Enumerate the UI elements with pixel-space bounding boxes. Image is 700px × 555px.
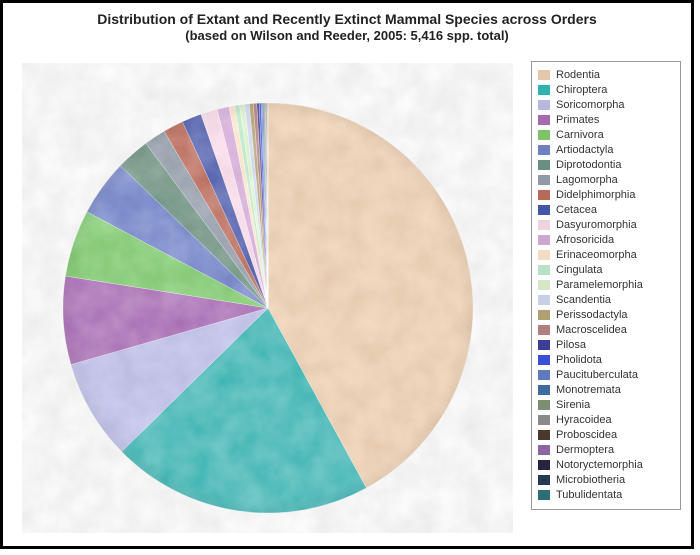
legend-label: Scandentia xyxy=(556,293,611,307)
legend-label: Primates xyxy=(556,113,599,127)
legend-swatch xyxy=(538,430,550,440)
legend-swatch xyxy=(538,160,550,170)
legend-swatch xyxy=(538,145,550,155)
legend-swatch xyxy=(538,385,550,395)
legend-label: Cetacea xyxy=(556,203,597,217)
chart-frame: Distribution of Extant and Recently Exti… xyxy=(0,0,694,549)
legend-row: Carnivora xyxy=(538,128,674,142)
legend-label: Paucituberculata xyxy=(556,368,638,382)
legend-swatch xyxy=(538,295,550,305)
legend: RodentiaChiropteraSoricomorphaPrimatesCa… xyxy=(531,61,681,510)
legend-label: Dermoptera xyxy=(556,443,614,457)
legend-swatch xyxy=(538,265,550,275)
legend-row: Hyracoidea xyxy=(538,413,674,427)
legend-swatch xyxy=(538,400,550,410)
legend-label: Soricomorpha xyxy=(556,98,624,112)
legend-label: Didelphimorphia xyxy=(556,188,636,202)
legend-row: Paramelemorphia xyxy=(538,278,674,292)
legend-row: Tubulidentata xyxy=(538,488,674,502)
legend-row: Sirenia xyxy=(538,398,674,412)
legend-row: Scandentia xyxy=(538,293,674,307)
legend-row: Rodentia xyxy=(538,68,674,82)
chart-title: Distribution of Extant and Recently Exti… xyxy=(3,11,691,28)
legend-row: Proboscidea xyxy=(538,428,674,442)
legend-swatch xyxy=(538,325,550,335)
legend-label: Sirenia xyxy=(556,398,590,412)
legend-swatch xyxy=(538,175,550,185)
legend-row: Soricomorpha xyxy=(538,98,674,112)
legend-row: Microbiotheria xyxy=(538,473,674,487)
legend-row: Pholidota xyxy=(538,353,674,367)
legend-swatch xyxy=(538,355,550,365)
legend-label: Cingulata xyxy=(556,263,602,277)
legend-swatch xyxy=(538,100,550,110)
legend-label: Hyracoidea xyxy=(556,413,612,427)
chart-subtitle: (based on Wilson and Reeder, 2005: 5,416… xyxy=(3,28,691,44)
legend-row: Dasyuromorphia xyxy=(538,218,674,232)
legend-swatch xyxy=(538,445,550,455)
legend-row: Dermoptera xyxy=(538,443,674,457)
legend-row: Pilosa xyxy=(538,338,674,352)
legend-swatch xyxy=(538,205,550,215)
legend-row: Cingulata xyxy=(538,263,674,277)
legend-swatch xyxy=(538,415,550,425)
legend-row: Macroscelidea xyxy=(538,323,674,337)
title-block: Distribution of Extant and Recently Exti… xyxy=(3,3,691,43)
legend-swatch xyxy=(538,220,550,230)
pie-area xyxy=(13,63,513,533)
legend-swatch xyxy=(538,370,550,380)
legend-label: Macroscelidea xyxy=(556,323,627,337)
legend-swatch xyxy=(538,115,550,125)
legend-swatch xyxy=(538,460,550,470)
legend-label: Pilosa xyxy=(556,338,586,352)
legend-row: Erinaceomorpha xyxy=(538,248,674,262)
legend-row: Primates xyxy=(538,113,674,127)
legend-row: Monotremata xyxy=(538,383,674,397)
legend-label: Chiroptera xyxy=(556,83,607,97)
legend-label: Notoryctemorphia xyxy=(556,458,643,472)
legend-row: Paucituberculata xyxy=(538,368,674,382)
legend-swatch xyxy=(538,85,550,95)
legend-row: Cetacea xyxy=(538,203,674,217)
legend-swatch xyxy=(538,250,550,260)
legend-swatch xyxy=(538,130,550,140)
legend-label: Tubulidentata xyxy=(556,488,622,502)
legend-label: Dasyuromorphia xyxy=(556,218,637,232)
legend-swatch xyxy=(538,70,550,80)
legend-row: Perissodactyla xyxy=(538,308,674,322)
legend-label: Perissodactyla xyxy=(556,308,628,322)
legend-swatch xyxy=(538,310,550,320)
legend-row: Artiodactyla xyxy=(538,143,674,157)
legend-row: Chiroptera xyxy=(538,83,674,97)
legend-row: Didelphimorphia xyxy=(538,188,674,202)
legend-label: Diprotodontia xyxy=(556,158,621,172)
legend-label: Paramelemorphia xyxy=(556,278,643,292)
legend-label: Erinaceomorpha xyxy=(556,248,637,262)
legend-row: Diprotodontia xyxy=(538,158,674,172)
legend-row: Notoryctemorphia xyxy=(538,458,674,472)
legend-label: Artiodactyla xyxy=(556,143,613,157)
legend-label: Monotremata xyxy=(556,383,621,397)
legend-label: Carnivora xyxy=(556,128,604,142)
pie-svg xyxy=(13,63,513,533)
legend-label: Proboscidea xyxy=(556,428,617,442)
legend-swatch xyxy=(538,475,550,485)
legend-row: Lagomorpha xyxy=(538,173,674,187)
legend-swatch xyxy=(538,280,550,290)
legend-label: Afrosoricida xyxy=(556,233,614,247)
legend-label: Pholidota xyxy=(556,353,602,367)
legend-label: Rodentia xyxy=(556,68,600,82)
legend-label: Microbiotheria xyxy=(556,473,625,487)
legend-row: Afrosoricida xyxy=(538,233,674,247)
legend-swatch xyxy=(538,235,550,245)
legend-swatch xyxy=(538,190,550,200)
legend-swatch xyxy=(538,340,550,350)
legend-swatch xyxy=(538,490,550,500)
legend-label: Lagomorpha xyxy=(556,173,618,187)
